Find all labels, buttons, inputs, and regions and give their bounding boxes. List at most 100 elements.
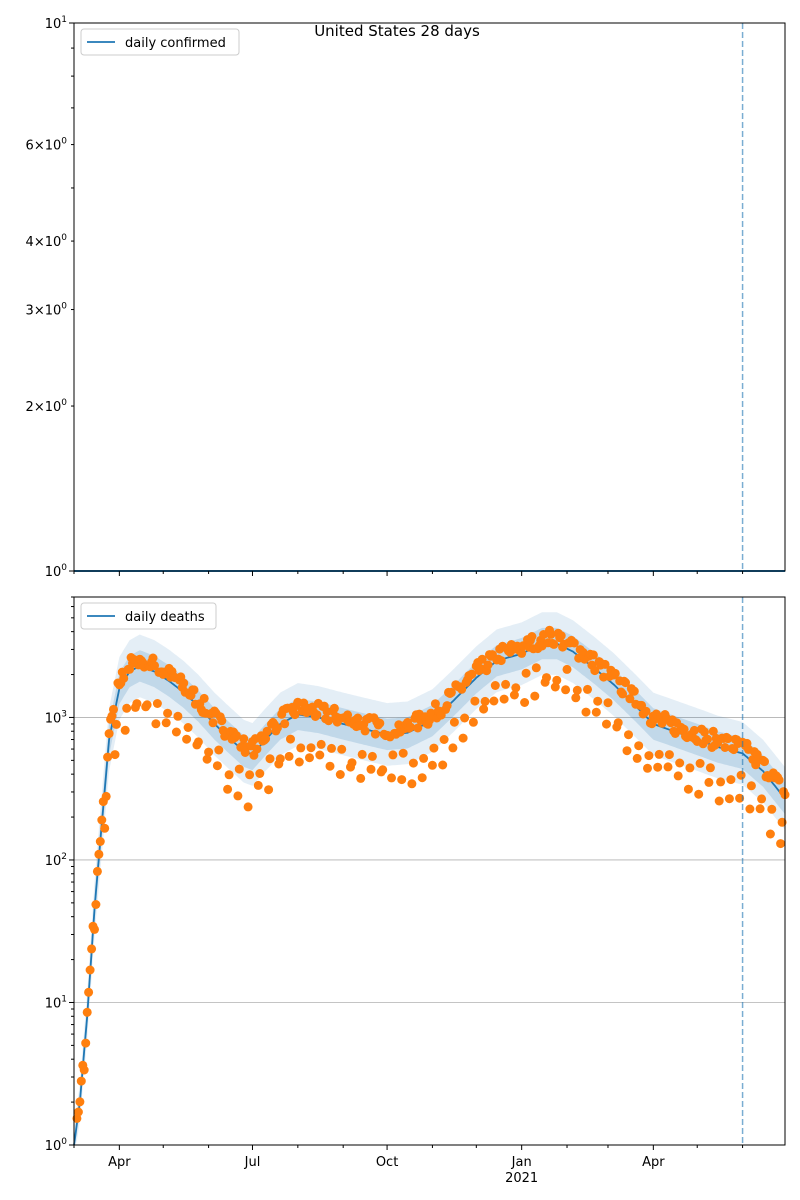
death-point <box>581 707 591 717</box>
death-point <box>233 791 243 801</box>
death-point <box>182 734 192 744</box>
death-point <box>767 804 777 814</box>
death-point <box>111 719 121 729</box>
death-point <box>122 703 132 713</box>
death-point <box>610 668 620 678</box>
death-point <box>664 750 674 760</box>
bottom-legend: daily deaths <box>80 602 217 630</box>
death-point <box>306 743 316 753</box>
top-legend-label: daily confirmed <box>125 36 226 51</box>
death-point <box>624 730 633 740</box>
bottom-x-year-label: 2021 <box>505 1171 538 1186</box>
death-point <box>511 683 521 693</box>
death-point <box>183 723 193 732</box>
top-legend-box <box>80 28 240 56</box>
death-point <box>590 666 600 676</box>
death-point <box>79 1065 89 1075</box>
death-point <box>151 719 161 729</box>
death-point <box>243 802 253 812</box>
bottom-legend-box <box>80 602 217 630</box>
death-point <box>286 734 295 744</box>
death-point <box>634 741 644 751</box>
death-point <box>255 769 265 778</box>
death-point <box>546 629 556 639</box>
death-point <box>337 744 347 754</box>
death-point <box>280 719 290 729</box>
bottom-legend-label: daily deaths <box>125 610 205 625</box>
death-point <box>755 804 765 814</box>
death-point <box>446 687 456 697</box>
death-point <box>613 718 623 728</box>
death-point <box>723 734 733 744</box>
death-point <box>85 965 95 975</box>
bottom-y-tick-label: 103 <box>45 709 67 726</box>
bottom-x-tick-label: Oct <box>376 1155 398 1170</box>
death-point <box>501 679 511 689</box>
death-point <box>398 748 408 758</box>
death-point <box>75 1097 85 1107</box>
death-point <box>356 773 366 783</box>
death-point <box>458 733 468 743</box>
death-point <box>654 749 664 759</box>
top-plot-area <box>74 23 785 571</box>
death-point <box>644 751 654 761</box>
death-point <box>561 685 571 695</box>
death-point <box>499 694 509 704</box>
bottom-x-tick-label: Jul <box>244 1155 261 1170</box>
death-point <box>82 1007 92 1017</box>
death-point <box>603 698 613 708</box>
bottom-x-tick-label: Apr <box>108 1155 131 1170</box>
death-point <box>388 750 398 760</box>
death-point <box>91 900 101 909</box>
death-point <box>305 753 314 763</box>
death-point <box>329 703 339 713</box>
death-point <box>588 650 598 660</box>
death-point <box>521 668 531 678</box>
death-point <box>483 660 493 670</box>
death-point <box>419 753 429 763</box>
top-y-tick-label: 101 <box>45 15 67 32</box>
death-point <box>724 794 734 804</box>
death-point <box>325 761 335 771</box>
death-point <box>87 944 97 954</box>
death-point <box>425 715 434 725</box>
death-point <box>427 760 437 770</box>
death-point <box>397 775 407 785</box>
death-point <box>549 639 559 649</box>
death-point <box>430 699 440 709</box>
death-point <box>480 696 490 706</box>
death-point <box>591 707 601 717</box>
death-point <box>370 729 380 739</box>
death-point <box>413 723 423 733</box>
death-point <box>439 735 449 744</box>
death-point <box>695 758 705 768</box>
death-point <box>94 849 104 859</box>
death-point <box>366 764 376 774</box>
death-point <box>103 752 113 762</box>
death-point <box>148 653 158 663</box>
death-point <box>316 739 326 749</box>
death-point <box>189 685 199 695</box>
death-point <box>704 777 714 787</box>
death-point <box>700 727 709 737</box>
death-point <box>571 693 581 703</box>
death-point <box>357 749 367 759</box>
death-point <box>347 758 357 768</box>
death-point <box>179 678 189 688</box>
death-point <box>679 724 689 734</box>
death-point <box>264 785 274 795</box>
death-point <box>290 710 300 720</box>
death-point <box>489 696 499 706</box>
death-point <box>95 837 105 846</box>
death-point <box>315 750 325 760</box>
death-point <box>224 770 234 780</box>
death-point <box>683 784 693 794</box>
death-point <box>705 763 715 773</box>
death-point <box>593 696 603 706</box>
death-point <box>708 726 718 736</box>
death-point <box>294 757 304 767</box>
death-point <box>720 743 730 752</box>
